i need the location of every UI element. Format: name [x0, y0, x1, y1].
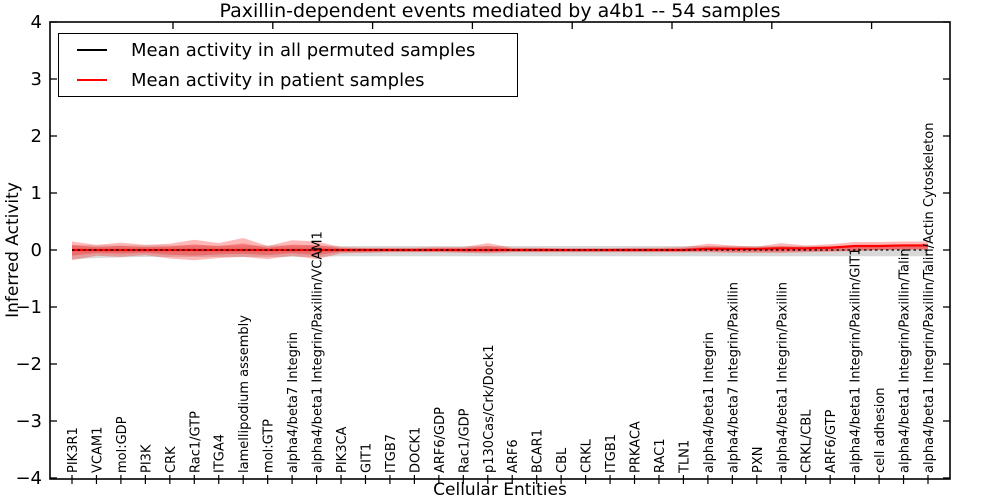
x-category-label: alpha4/beta7 Integrin/Paxillin — [726, 282, 741, 473]
permuted-line-swatch — [77, 49, 107, 51]
y-tick-label: 4 — [31, 12, 42, 33]
x-category-label: alpha4/beta1 Integrin/Paxillin/GIT1 — [849, 247, 864, 473]
x-category-label: CRKL/CBL — [800, 409, 815, 473]
x-category-label: alpha4/beta1 Integrin/Paxillin/Talin — [898, 248, 913, 473]
patient-mean-line — [72, 244, 928, 252]
x-category-label: mol:GTP — [262, 419, 277, 473]
x-category-label: alpha4/beta1 Integrin/Paxillin/Talin/Act… — [922, 123, 937, 473]
x-category-label: alpha4/beta1 Integrin/Paxillin — [775, 282, 790, 473]
y-tick-label: −3 — [15, 411, 42, 432]
legend: Mean activity in all permuted samples Me… — [58, 33, 518, 97]
x-category-label: VCAM1 — [90, 427, 105, 473]
x-category-label: ARF6/GTP — [824, 409, 839, 473]
x-category-label: CRKL — [580, 438, 595, 473]
legend-item-permuted: Mean activity in all permuted samples — [59, 36, 517, 64]
x-category-label: Rac1/GTP — [188, 411, 203, 473]
x-category-label: PI3K — [139, 444, 154, 473]
x-category-label: Rac1/GDP — [457, 408, 472, 473]
x-axis-label: Cellular Entities — [433, 480, 567, 500]
y-tick-label: 0 — [31, 240, 42, 261]
x-category-label: RAC1 — [653, 438, 668, 473]
x-category-label: ARF6/GDP — [433, 407, 448, 473]
x-category-label: ITGA4 — [213, 434, 228, 473]
x-category-label: PRKACA — [629, 421, 644, 473]
legend-item-patient: Mean activity in patient samples — [59, 66, 517, 94]
x-category-label: ITGB1 — [604, 434, 619, 473]
x-category-label: alpha4/beta1 Integrin/Paxillin/VCAM1 — [311, 231, 326, 473]
x-category-label: alpha4/beta7 Integrin — [286, 332, 301, 473]
y-tick-label: −4 — [15, 468, 42, 489]
x-category-label: alpha4/beta1 Integrin — [702, 332, 717, 473]
x-category-label: p130Cas/Crk/Dock1 — [482, 344, 497, 473]
y-axis-label: Inferred Activity — [3, 182, 23, 318]
x-category-label: DOCK1 — [408, 427, 423, 473]
x-category-label: ITGB7 — [384, 434, 399, 473]
y-tick-label: −2 — [15, 354, 42, 375]
x-category-label: CBL — [555, 447, 570, 473]
x-category-label: BCAR1 — [531, 429, 546, 473]
y-tick-label: 2 — [31, 126, 42, 147]
x-category-label: lamellipodium assembly — [237, 315, 252, 473]
x-category-label: mol:GDP — [115, 416, 130, 473]
legend-label-patient: Mean activity in patient samples — [131, 69, 425, 91]
patient-line-swatch — [77, 79, 107, 81]
x-category-label: TLN1 — [677, 440, 692, 474]
x-category-label: GIT1 — [359, 443, 374, 473]
x-category-label: cell adhesion — [873, 387, 888, 473]
legend-label-permuted: Mean activity in all permuted samples — [131, 39, 476, 61]
y-tick-label: 1 — [31, 183, 42, 204]
y-tick-label: 3 — [31, 69, 42, 90]
chart-title: Paxillin-dependent events mediated by a4… — [219, 0, 781, 22]
x-category-label: PXN — [751, 447, 766, 473]
y-tick-label: −1 — [15, 297, 42, 318]
x-category-label: ARF6 — [506, 439, 521, 473]
x-category-label: PIK3CA — [335, 426, 350, 473]
x-category-label: CRK — [164, 446, 179, 473]
x-category-label: PIK3R1 — [66, 427, 81, 473]
